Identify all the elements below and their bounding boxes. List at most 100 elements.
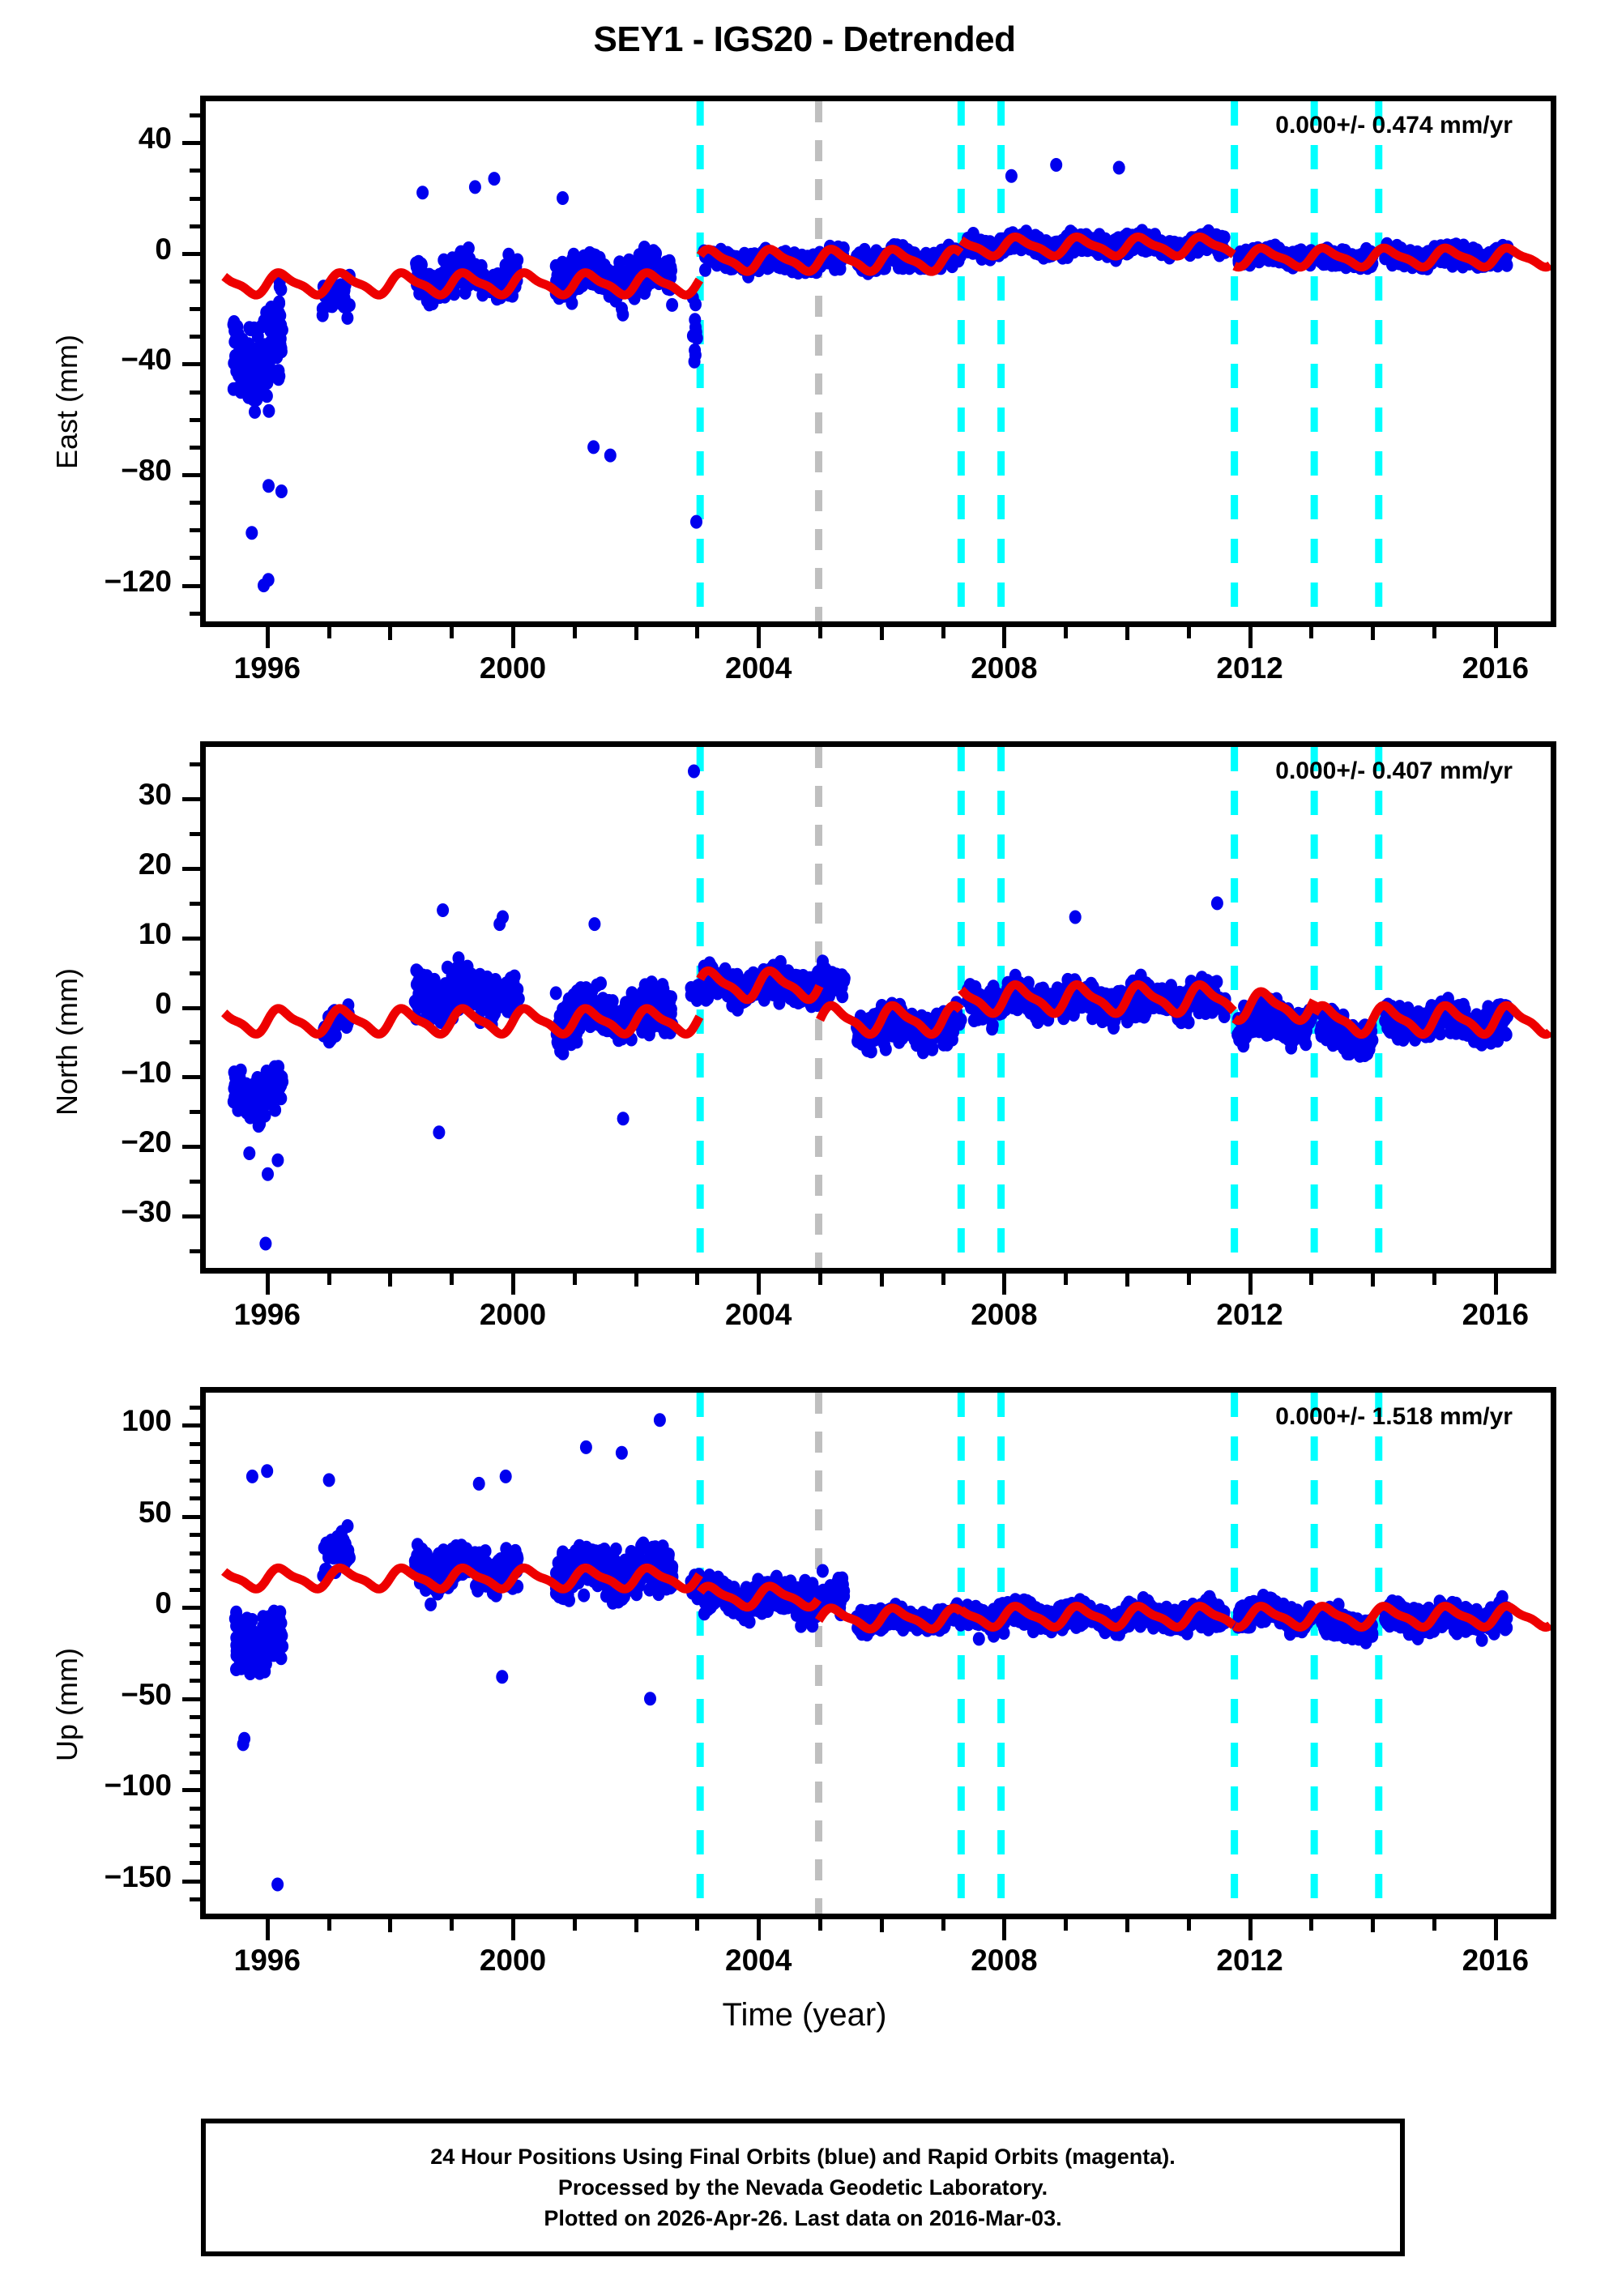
y-tick-label: 40 — [138, 122, 172, 156]
x-tick-major — [510, 627, 515, 648]
x-tick-minor — [1186, 1919, 1191, 1931]
y-tick-major — [182, 1423, 200, 1428]
rate-annotation-up: 0.000+/- 1.518 mm/yr — [1275, 1403, 1513, 1430]
y-tick-label: 100 — [122, 1404, 172, 1438]
caption-line-2: Processed by the Nevada Geodetic Laborat… — [557, 2174, 1048, 2200]
y-tick-minor — [190, 762, 200, 767]
x-tick-minor — [941, 1919, 945, 1931]
y-tick-minor — [190, 1551, 200, 1556]
x-tick-minor — [817, 627, 822, 638]
x-axis-title: Time (year) — [722, 1997, 887, 2033]
y-tick-major — [182, 583, 200, 588]
y-tick-minor — [190, 1587, 200, 1592]
x-tick-minor — [1064, 1274, 1069, 1285]
y-tick-minor — [190, 390, 200, 395]
y-axis-title-east: East (mm) — [50, 335, 83, 469]
y-tick-minor — [190, 1441, 200, 1446]
y-tick-major — [182, 1514, 200, 1519]
x-tick-label: 2004 — [725, 1298, 792, 1331]
plot-area-east — [200, 96, 1556, 627]
y-tick-minor — [190, 169, 200, 173]
x-tick-minor — [1064, 1919, 1069, 1931]
x-tick-minor — [326, 627, 331, 638]
plot-canvas-east — [220, 101, 1551, 621]
x-tick-major — [265, 1274, 270, 1295]
caption-line-1: 24 Hour Positions Using Final Orbits (bl… — [430, 2144, 1176, 2169]
x-tick-minor — [1371, 627, 1376, 640]
x-tick-label: 1996 — [233, 1298, 301, 1331]
y-tick-label: −150 — [104, 1859, 172, 1893]
x-tick-minor — [695, 627, 700, 638]
y-tick-minor — [190, 1842, 200, 1847]
x-tick-minor — [1186, 627, 1191, 638]
x-tick-label: 2016 — [1462, 651, 1529, 685]
x-tick-major — [265, 627, 270, 648]
x-tick-minor — [879, 627, 884, 640]
plot-canvas-north — [220, 747, 1551, 1268]
x-tick-minor — [1064, 627, 1069, 638]
y-tick-label: 0 — [155, 986, 172, 1020]
x-tick-minor — [388, 627, 393, 640]
x-tick-minor — [1186, 1274, 1191, 1285]
x-tick-minor — [572, 1919, 577, 1931]
x-tick-minor — [817, 1919, 822, 1931]
y-tick-major — [182, 1144, 200, 1149]
y-tick-minor — [190, 1897, 200, 1901]
x-tick-minor — [1125, 1919, 1129, 1932]
x-tick-major — [1002, 627, 1007, 648]
y-tick-label: −120 — [104, 564, 172, 598]
y-tick-major — [182, 1696, 200, 1701]
y-tick-major — [182, 797, 200, 802]
x-tick-major — [1248, 627, 1253, 648]
y-tick-minor — [190, 1715, 200, 1720]
x-tick-minor — [817, 1274, 822, 1285]
y-tick-label: 10 — [138, 916, 172, 950]
y-tick-label: −30 — [121, 1194, 172, 1228]
data-points-up — [228, 1413, 1513, 1892]
x-tick-minor — [941, 627, 945, 638]
y-tick-label: 30 — [138, 778, 172, 812]
y-tick-minor — [190, 279, 200, 284]
data-points-east — [227, 158, 1514, 593]
y-tick-minor — [190, 1624, 200, 1628]
x-tick-minor — [572, 627, 577, 638]
x-tick-major — [1002, 1274, 1007, 1295]
y-tick-major — [182, 141, 200, 146]
y-tick-major — [182, 1214, 200, 1218]
y-tick-label: −10 — [121, 1056, 172, 1090]
x-tick-major — [510, 1274, 515, 1295]
x-tick-minor — [879, 1274, 884, 1287]
y-tick-minor — [190, 1861, 200, 1866]
y-tick-minor — [190, 1733, 200, 1738]
x-tick-label: 1996 — [233, 651, 301, 685]
x-tick-label: 2008 — [971, 1298, 1038, 1331]
y-tick-minor — [190, 417, 200, 422]
x-tick-minor — [1125, 627, 1129, 640]
x-tick-label: 2012 — [1216, 1298, 1283, 1331]
y-tick-minor — [190, 611, 200, 616]
y-tick-minor — [190, 1248, 200, 1253]
x-tick-major — [1248, 1274, 1253, 1295]
y-tick-major — [182, 1879, 200, 1884]
x-tick-major — [1002, 1919, 1007, 1940]
x-tick-minor — [450, 1274, 455, 1285]
x-tick-major — [757, 1274, 762, 1295]
x-tick-label: 1996 — [233, 1944, 301, 1977]
plot-area-north — [200, 741, 1556, 1274]
page-title: SEY1 - IGS20 - Detrended — [593, 19, 1016, 59]
y-tick-minor — [190, 1478, 200, 1483]
y-tick-minor — [190, 1679, 200, 1684]
x-tick-label: 2000 — [479, 651, 547, 685]
y-tick-label: −50 — [121, 1677, 172, 1711]
y-tick-minor — [190, 528, 200, 533]
y-tick-label: 0 — [155, 232, 172, 266]
y-tick-minor — [190, 1040, 200, 1045]
y-tick-major — [182, 251, 200, 256]
x-tick-minor — [695, 1919, 700, 1931]
x-tick-minor — [1371, 1274, 1376, 1287]
y-tick-minor — [190, 1752, 200, 1756]
x-tick-minor — [326, 1919, 331, 1931]
y-tick-minor — [190, 1824, 200, 1829]
x-tick-major — [1493, 1919, 1498, 1940]
x-tick-minor — [634, 1274, 638, 1287]
